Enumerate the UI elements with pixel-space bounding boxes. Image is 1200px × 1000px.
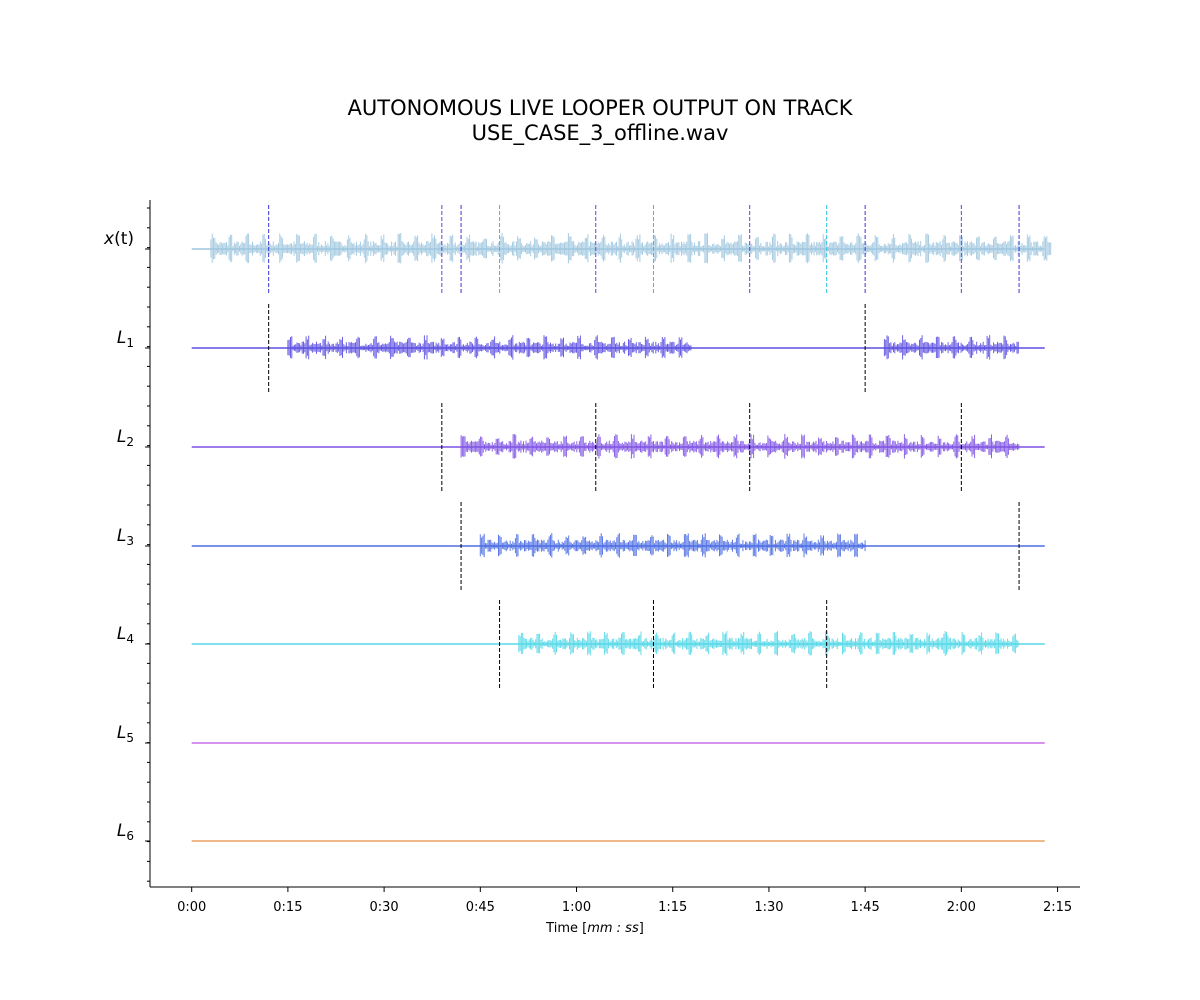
track-5: L5 bbox=[117, 723, 1045, 745]
track-waveform bbox=[518, 631, 1019, 656]
track-3: L3 bbox=[117, 502, 1045, 590]
track-label: L4 bbox=[117, 624, 134, 646]
track-1: L1 bbox=[117, 304, 1045, 392]
x-tick-label: 0:45 bbox=[466, 900, 495, 915]
x-tick-label: 2:15 bbox=[1043, 900, 1072, 915]
track-0: x(t) bbox=[103, 205, 1052, 293]
chart-title: AUTONOMOUS LIVE LOOPER OUTPUT ON TRACK U… bbox=[0, 96, 1200, 146]
x-tick-label: 1:00 bbox=[562, 900, 591, 915]
track-label: L3 bbox=[117, 526, 134, 548]
track-6: L6 bbox=[117, 821, 1045, 843]
track-4: L4 bbox=[117, 600, 1045, 688]
track-2: L2 bbox=[117, 403, 1045, 491]
track-waveform bbox=[883, 335, 1019, 360]
track-label: x(t) bbox=[103, 229, 134, 249]
x-tick-label: 1:45 bbox=[851, 900, 880, 915]
x-tick-label: 1:30 bbox=[754, 900, 783, 915]
x-tick-label: 0:15 bbox=[273, 900, 302, 915]
track-label: L2 bbox=[117, 427, 134, 449]
track-label: L1 bbox=[117, 328, 134, 350]
track-label: L6 bbox=[117, 821, 134, 843]
x-tick-label: 1:15 bbox=[658, 900, 687, 915]
track-waveform bbox=[479, 533, 866, 558]
track-label: L5 bbox=[117, 723, 134, 745]
track-waveform bbox=[460, 434, 1020, 459]
chart-title-line-1: AUTONOMOUS LIVE LOOPER OUTPUT ON TRACK bbox=[347, 96, 853, 120]
chart-title-line-2: USE_CASE_3_offline.wav bbox=[471, 121, 729, 145]
x-tick-label: 2:00 bbox=[947, 900, 976, 915]
track-waveform bbox=[210, 233, 1052, 264]
x-axis-label: Time [mm : ss] bbox=[545, 921, 644, 936]
track-waveform bbox=[287, 335, 692, 360]
x-tick-label: 0:00 bbox=[177, 900, 206, 915]
x-tick-label: 0:30 bbox=[370, 900, 399, 915]
